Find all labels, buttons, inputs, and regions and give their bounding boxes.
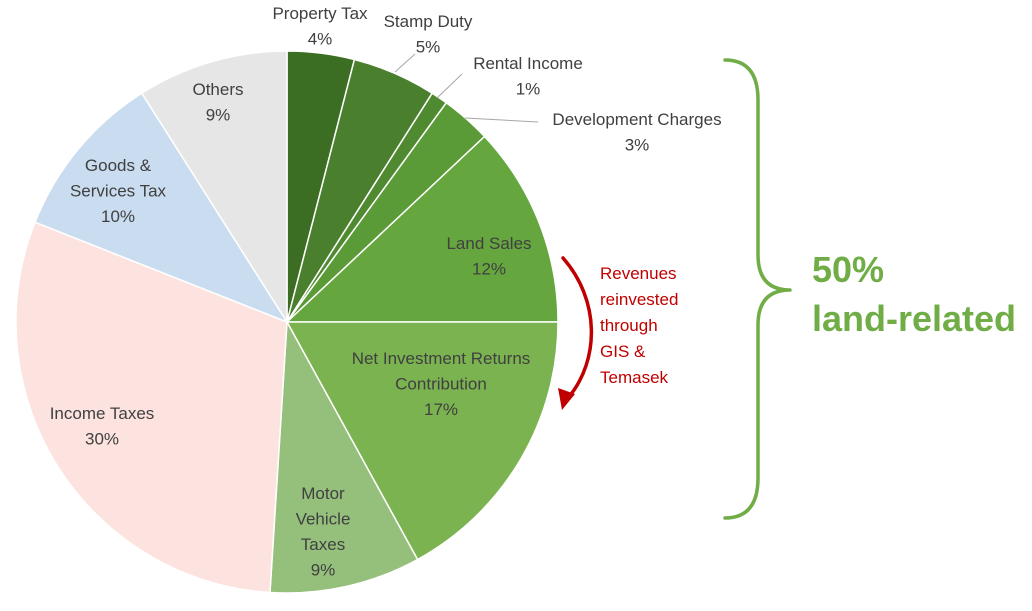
slice-income-taxes	[15, 221, 288, 594]
land-related-brace	[723, 58, 792, 520]
reinvest-note-line-1: Revenues	[600, 264, 677, 283]
slice-net-investment-returns-contribution	[285, 321, 559, 561]
reinvest-note: Revenues reinvested through GIS & Temase…	[600, 264, 678, 387]
reinvest-note-line-4: GIS &	[600, 342, 646, 361]
label-income-taxes: Income Taxes 30%	[50, 404, 155, 449]
label-others: Others 9%	[192, 80, 243, 125]
brace-text: land-related	[812, 298, 1016, 339]
reinvest-note-line-2: reinvested	[600, 290, 678, 309]
leader-development-charges	[464, 117, 539, 123]
slice-goods-services-tax	[34, 92, 289, 324]
label-development-charges: Development Charges 3%	[552, 110, 721, 155]
label-rental-income: Rental Income 1%	[473, 54, 583, 99]
label-land-sales: Land Sales 12%	[446, 234, 531, 279]
brace-percent: 50%	[812, 249, 884, 290]
slice-land-sales	[285, 135, 559, 323]
reinvest-arrow	[558, 256, 594, 410]
label-stamp-duty: Stamp Duty 5%	[384, 12, 473, 57]
label-net-investment-returns-contribution: Net Investment Returns Contribution 17%	[352, 349, 531, 419]
slice-labels: Property Tax 4% Stamp Duty 5%Rental Income 1…	[50, 4, 722, 580]
reinvest-note-line-3: through	[600, 316, 658, 335]
label-motor-vehicle-taxes: Motor Vehicle Taxes 9%	[296, 484, 351, 580]
leader-rental-income	[436, 73, 463, 99]
leader-lines	[394, 53, 539, 123]
reinvest-note-line-5: Temasek	[600, 368, 669, 387]
leader-stamp-duty	[394, 53, 416, 73]
slice-others	[140, 50, 288, 325]
slice-motor-vehicle-taxes	[269, 319, 419, 594]
label-property-tax: Property Tax 4%	[272, 4, 368, 49]
pie-slices	[15, 50, 559, 594]
label-goods-services-tax: Goods & Services Tax 10%	[70, 156, 167, 226]
